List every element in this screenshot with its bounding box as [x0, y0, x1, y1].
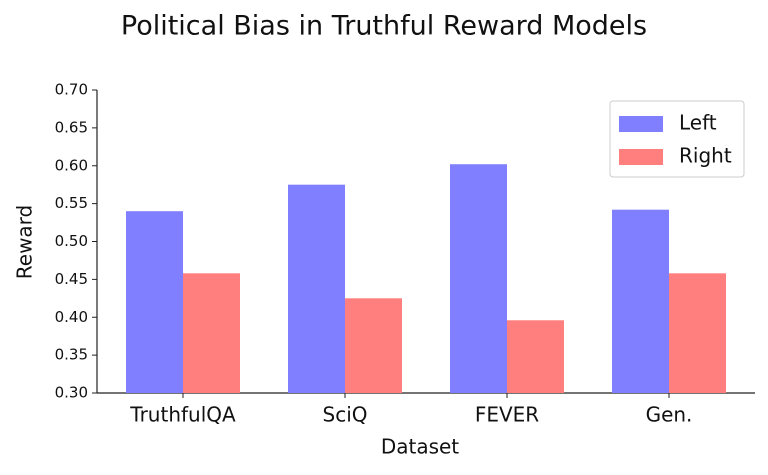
bar: [126, 211, 183, 393]
legend-label: Right: [679, 144, 732, 168]
y-tick-label: 0.55: [55, 194, 88, 212]
x-tick-label: SciQ: [323, 403, 368, 427]
bar: [612, 209, 669, 393]
chart-title: Political Bias in Truthful Reward Models: [121, 11, 647, 42]
legend-swatch: [619, 149, 663, 165]
bar: [183, 273, 240, 393]
bar: [450, 164, 507, 393]
y-tick-label: 0.60: [55, 156, 88, 174]
x-axis-label: Dataset: [381, 435, 459, 459]
legend-swatch: [619, 116, 663, 132]
y-tick-label: 0.65: [55, 118, 88, 136]
bar: [288, 184, 345, 393]
bar: [507, 320, 564, 393]
bar: [345, 298, 402, 393]
y-axis-label: Reward: [13, 205, 37, 279]
y-tick-label: 0.40: [55, 308, 88, 326]
bar: [669, 273, 726, 393]
y-tick-label: 0.30: [55, 384, 88, 402]
legend-label: Left: [679, 111, 717, 135]
x-tick-label: TruthfulQA: [129, 403, 236, 427]
y-tick-label: 0.45: [55, 270, 88, 288]
x-tick-label: Gen.: [646, 403, 693, 427]
y-tick-label: 0.70: [55, 81, 88, 99]
y-tick-label: 0.50: [55, 232, 88, 250]
y-tick-label: 0.35: [55, 346, 88, 364]
x-tick-label: FEVER: [475, 403, 539, 427]
